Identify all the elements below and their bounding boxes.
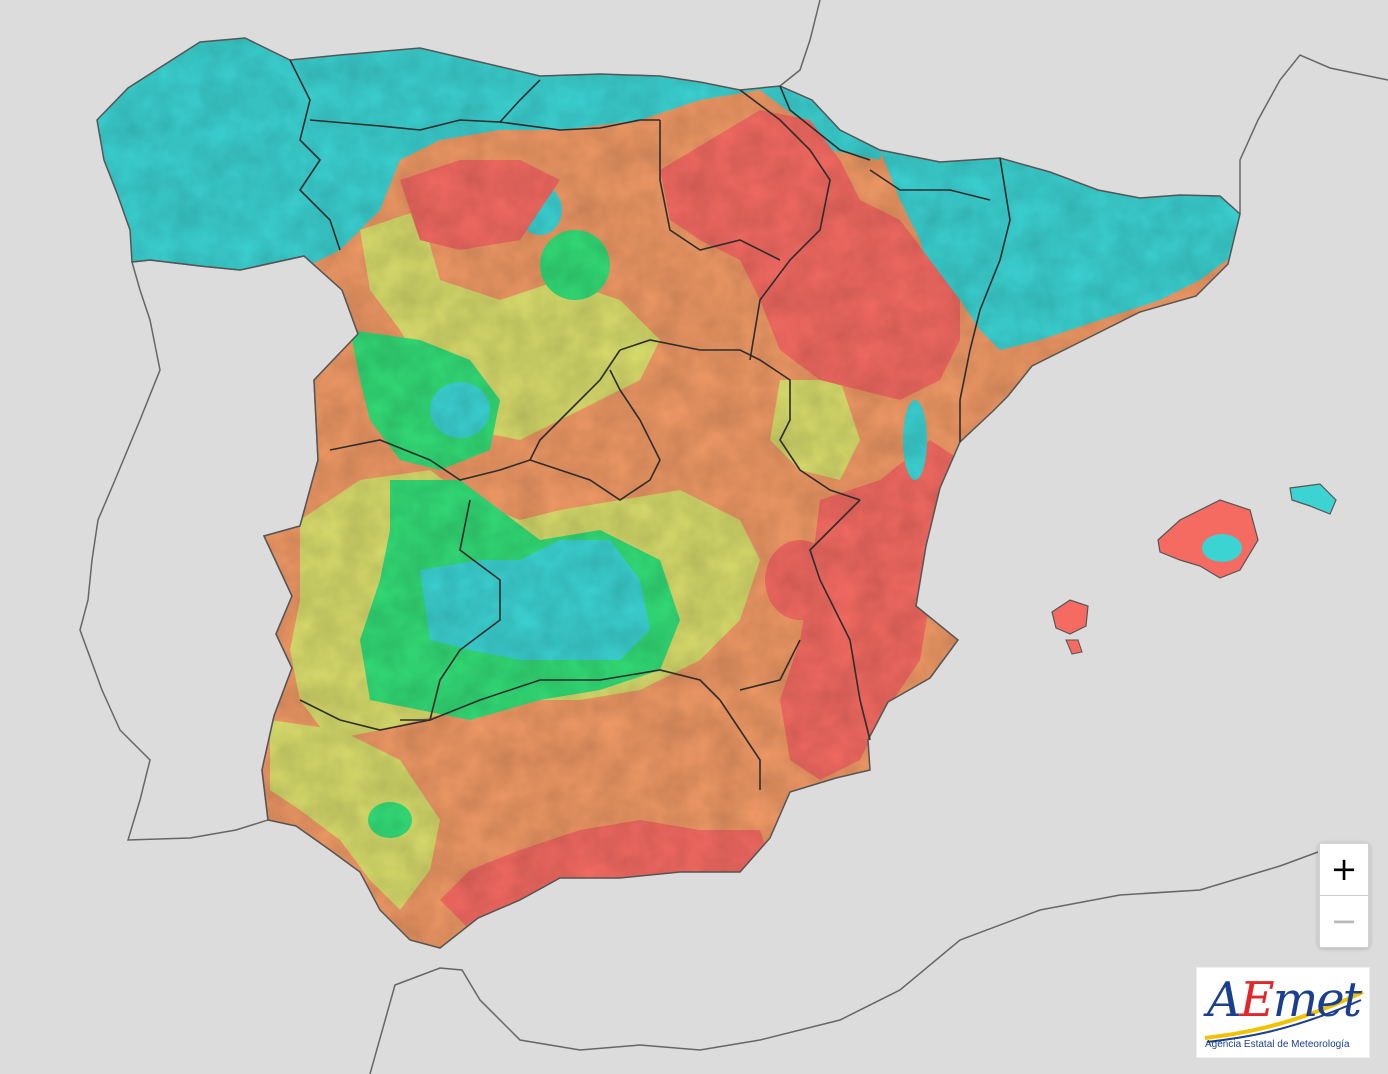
island-mallorca-cyan xyxy=(1202,534,1242,562)
island-ibiza xyxy=(1051,599,1089,635)
zoom-separator xyxy=(1320,895,1368,896)
africa-coast xyxy=(369,851,1319,1074)
zoom-out-button[interactable]: − xyxy=(1320,896,1368,947)
island-menorca xyxy=(1289,483,1337,515)
aemet-tagline: Agencia Estatal de Meteorología xyxy=(1205,1039,1350,1050)
france-border xyxy=(779,0,821,87)
aemet-logo: AEmet Agencia Estatal de Meteorología xyxy=(1196,967,1370,1058)
zoom-in-button[interactable]: + xyxy=(1320,844,1368,895)
region-borders xyxy=(289,59,1011,790)
aemet-wordmark: AEmet xyxy=(1207,972,1362,1028)
zoom-control: + − xyxy=(1318,842,1370,948)
france-coast xyxy=(1239,54,1388,214)
aemet-logo-swoosh xyxy=(1204,990,1364,1043)
island-formentera xyxy=(1065,639,1083,655)
aemet-wordmark-text: AEmet xyxy=(1207,972,1362,1028)
